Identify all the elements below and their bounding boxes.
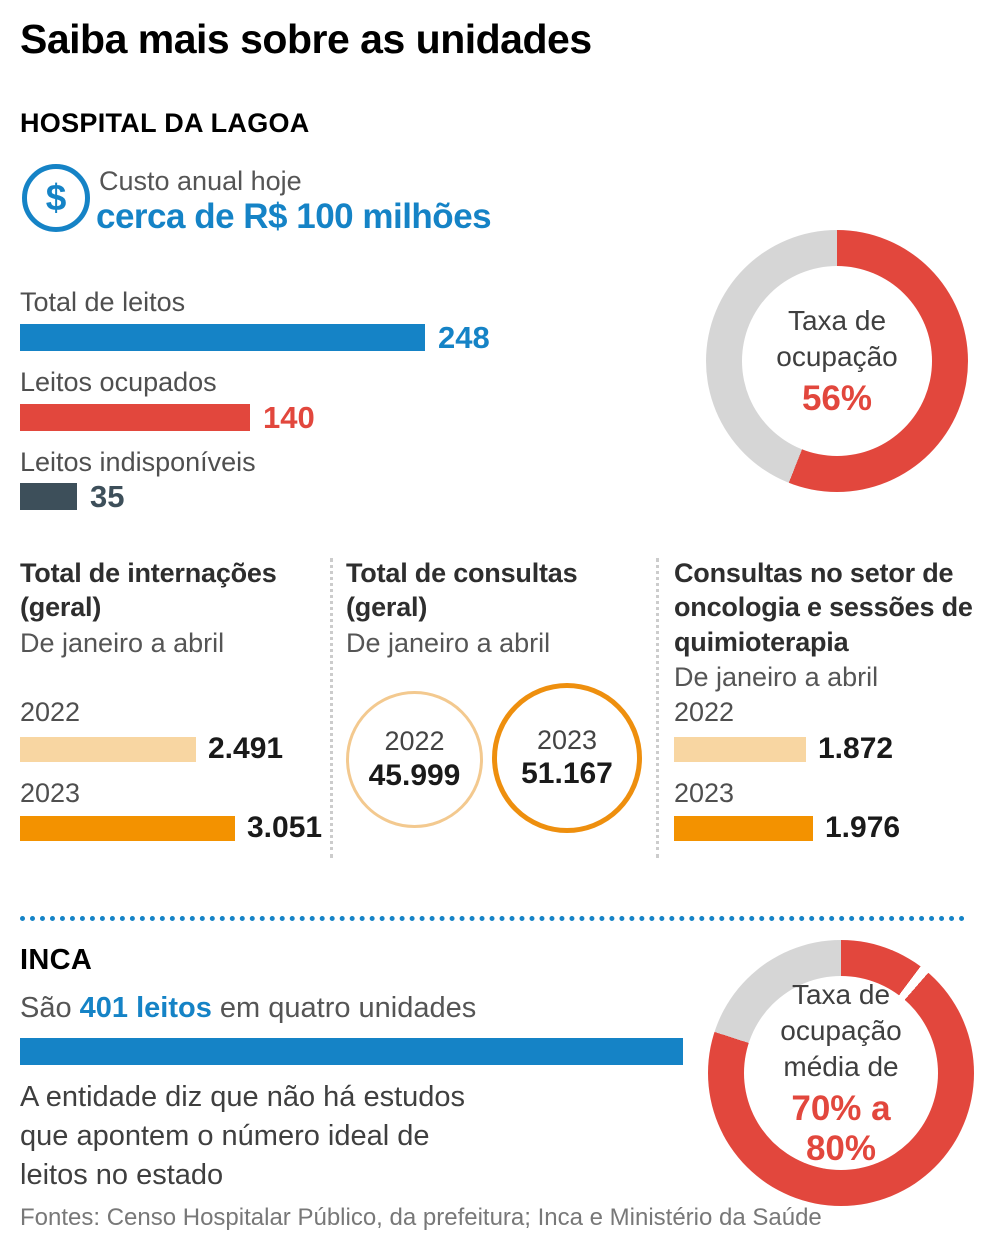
oncologia-subtitle: De janeiro a abril <box>674 661 879 692</box>
consultas-circle-value-2022: 45.999 <box>368 758 461 792</box>
internacoes-bar-row-2022: 2.491 <box>20 734 283 764</box>
consultas-title: Total de consultas (geral) <box>346 558 578 623</box>
oncologia-year-2022: 2022 <box>674 697 735 727</box>
inca-donut-value-line1: 70% a <box>791 1088 891 1128</box>
oncologia-year-2023: 2023 <box>674 778 735 808</box>
bed-bar-label-ocupados: Leitos ocupados <box>20 367 217 397</box>
consultas-circle-2022: 2022 45.999 <box>346 691 483 828</box>
inca-donut-label-line1: Taxa de <box>791 978 891 1010</box>
inca-paragraph: A entidade diz que não há estudos que ap… <box>20 1081 466 1192</box>
inca-beds-line-pre: São <box>20 992 80 1024</box>
inca-beds-line-post: em quatro unidades <box>211 992 477 1024</box>
oncologia-column: Consultas no setor de oncologia e sessõe… <box>674 556 974 864</box>
column-divider-2 <box>656 558 659 858</box>
sources-note: Fontes: Censo Hospitalar Público, da pre… <box>20 1204 822 1231</box>
lagoa-donut-label-line2: ocupação <box>776 341 898 373</box>
internacoes-bar-2023 <box>20 815 235 841</box>
internacoes-title: Total de internações (geral) <box>20 558 277 623</box>
internacoes-value-2022: 2.491 <box>208 732 284 765</box>
consultas-circle-value-2023: 51.167 <box>521 757 613 791</box>
dollar-icon: $ <box>22 164 90 232</box>
oncologia-bar-row-2022: 1.872 <box>674 734 893 764</box>
internacoes-column: Total de internações (geral) De janeiro … <box>20 556 322 864</box>
internacoes-year-2023: 2023 <box>20 778 81 808</box>
inca-beds-line: São 401 leitos em quatro unidades <box>20 992 476 1025</box>
bed-bar-total <box>20 324 425 351</box>
inca-donut-center: Taxa de ocupação média de 70% a 80% <box>744 976 938 1170</box>
inca-occupancy-donut: Taxa de ocupação média de 70% a 80% <box>708 940 974 1206</box>
lagoa-donut-label-line1: Taxa de <box>787 304 887 336</box>
bed-bar-label-indisponiveis: Leitos indisponíveis <box>20 447 256 477</box>
dollar-symbol: $ <box>45 177 67 218</box>
consultas-column: Total de consultas (geral) De janeiro a … <box>346 556 646 864</box>
inca-beds-highlight: 401 leitos <box>79 992 212 1024</box>
oncologia-bar-2022 <box>674 736 806 762</box>
consultas-subtitle: De janeiro a abril <box>346 627 551 658</box>
oncologia-bar-2023 <box>674 815 813 841</box>
cost-label: Custo anual hoje <box>99 166 302 196</box>
cost-value: cerca de R$ 100 milhões <box>96 197 492 236</box>
bed-bar-row-ocupados: 140 <box>20 402 315 433</box>
section-divider-dotted <box>20 916 965 921</box>
internacoes-year-2022: 2022 <box>20 697 81 727</box>
inca-donut-label-line2: ocupação <box>780 1015 902 1047</box>
oncologia-value-2022: 1.872 <box>818 732 894 765</box>
hospital-lagoa-section-title: HOSPITAL DA LAGOA <box>20 108 310 138</box>
oncologia-bar-row-2023: 1.976 <box>674 813 900 843</box>
inca-donut-label-line3: média de <box>783 1051 899 1083</box>
inca-beds-bar <box>20 1038 683 1065</box>
bed-bar-row-indisponiveis: 35 <box>20 481 124 512</box>
bed-bar-row-total: 248 <box>20 322 490 353</box>
oncologia-value-2023: 1.976 <box>825 811 901 844</box>
column-divider-1 <box>330 558 333 858</box>
bed-bar-ocupados <box>20 404 250 431</box>
inca-section-title: INCA <box>20 944 93 976</box>
internacoes-bar-2022 <box>20 736 196 762</box>
internacoes-subtitle: De janeiro a abril <box>20 627 225 658</box>
bed-bar-indisponiveis <box>20 483 77 510</box>
inca-donut-value-line2: 80% <box>805 1129 877 1169</box>
bed-bar-label-total: Total de leitos <box>20 287 186 317</box>
consultas-circle-year-2022: 2022 <box>384 726 445 757</box>
consultas-circle-year-2023: 2023 <box>536 724 598 755</box>
internacoes-value-2023: 3.051 <box>247 811 323 844</box>
bed-bar-value-ocupados: 140 <box>263 400 315 435</box>
bed-bar-value-total: 248 <box>438 320 490 355</box>
internacoes-bar-row-2023: 3.051 <box>20 813 322 843</box>
bed-bar-value-indisponiveis: 35 <box>90 479 125 514</box>
oncologia-title: Consultas no setor de oncologia e sessõe… <box>674 558 973 657</box>
lagoa-donut-value: 56% <box>801 378 873 418</box>
lagoa-occupancy-donut: Taxa de ocupação 56% <box>706 230 968 492</box>
lagoa-donut-center: Taxa de ocupação 56% <box>742 266 932 456</box>
page-title: Saiba mais sobre as unidades <box>20 16 592 62</box>
consultas-circle-2023: 2023 51.167 <box>492 683 642 833</box>
